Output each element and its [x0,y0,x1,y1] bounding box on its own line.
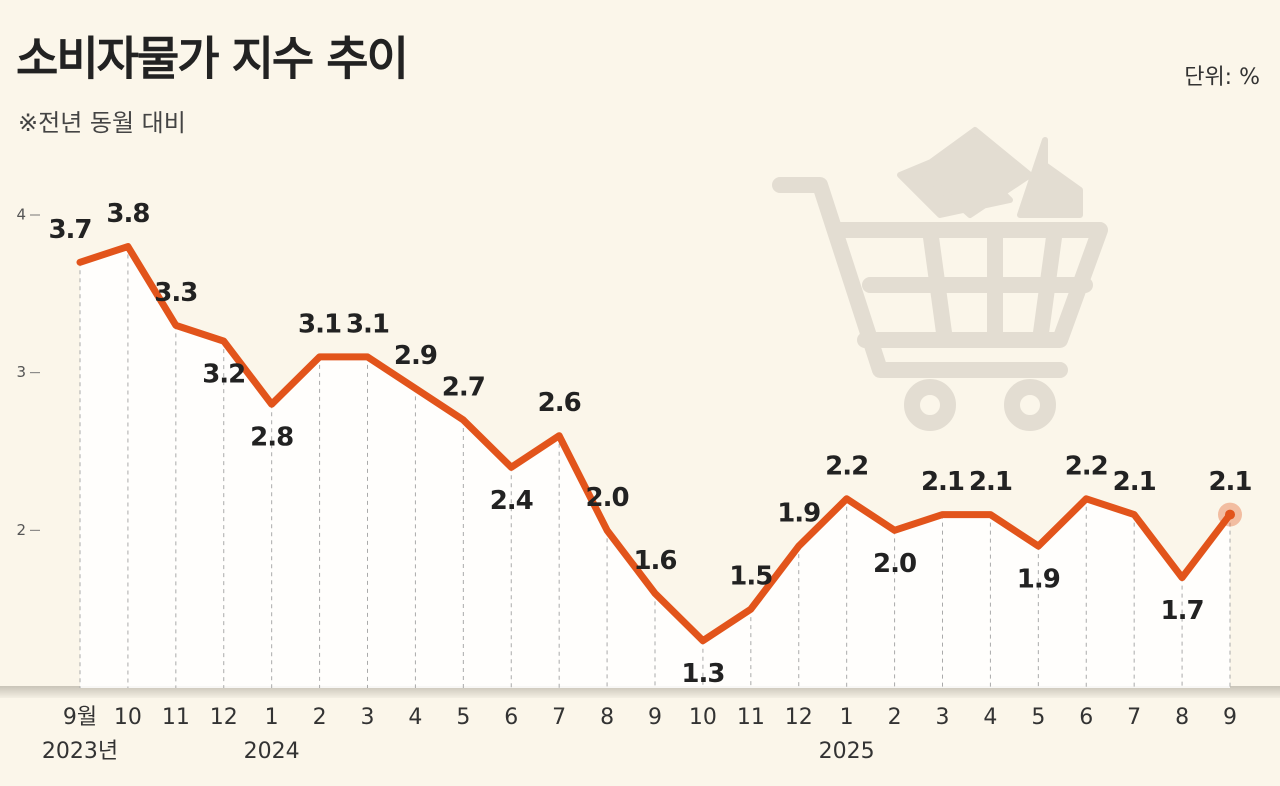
point [1225,509,1235,520]
data-label: 3.3 [154,278,197,308]
x-tick-label: 2 [888,705,902,730]
x-group-label: 2024 [244,739,300,764]
data-label: 1.5 [729,562,772,592]
data-label: 2.8 [250,423,293,453]
x-tick-label: 11 [737,705,765,730]
unit-label: 단위: % [1184,65,1260,90]
data-label: 2.2 [1065,451,1108,481]
x-tick-label: 6 [504,705,518,730]
data-label: 1.7 [1161,596,1204,626]
data-label: 3.7 [48,215,91,245]
line [76,243,1234,645]
x-tick-label: 11 [162,705,190,730]
x-tick-label: 5 [456,705,470,730]
data-label: 3.2 [202,360,245,390]
x-tick-label: 8 [1175,705,1189,730]
x-tick-label: 12 [785,705,813,730]
x-group-label: 2025 [819,739,875,764]
x-tick-label: 7 [552,705,566,730]
x-tick-label: 10 [689,705,717,730]
x-group-label: 2023년 [42,739,118,764]
data-label: 2.1 [1113,467,1156,497]
data-label: 2.1 [921,467,964,497]
x-tick-label: 12 [210,705,238,730]
x-tick-label: 3 [361,705,375,730]
y-tick-label: 2 [16,521,26,539]
data-label: 2.0 [873,549,916,579]
y-tick-label: 3 [16,363,26,381]
data-label: 2.1 [969,467,1012,497]
x-tick-label: 3 [936,705,950,730]
chart-subtitle: ※전년 동월 대비 [18,109,186,137]
data-label: 2.6 [538,388,581,418]
data-label: 2.2 [825,451,868,481]
data-label: 3.8 [106,199,149,229]
x-tick-label: 6 [1079,705,1093,730]
y-tick-label: 4 [16,206,26,224]
x-tick-label: 8 [600,705,614,730]
baseline-band [0,686,1280,698]
data-label: 2.0 [586,483,629,513]
x-tick-label: 5 [1031,705,1045,730]
data-label: 3.1 [346,309,389,339]
data-label: 2.7 [442,372,485,402]
data-label: 1.6 [633,546,676,576]
data-label: 2.4 [490,486,533,516]
x-tick-label: 4 [408,705,422,730]
data-label: 2.1 [1208,467,1251,497]
data-label: 2.9 [394,341,437,371]
cart-icon [772,127,1108,431]
data-label: 1.9 [777,499,820,529]
area [80,246,1230,689]
data-label: 3.1 [298,309,341,339]
x-tick-label: 10 [114,705,142,730]
chart-title: 소비자물가 지수 추이 [16,32,407,86]
x-tick-label: 7 [1127,705,1141,730]
x-tick-label: 1 [265,705,279,730]
x-tick-label: 9월 [63,705,97,730]
x-tick-label: 9 [1223,705,1237,730]
x-tick-label: 4 [983,705,997,730]
x-tick-label: 1 [840,705,854,730]
data-label: 1.9 [1017,565,1060,595]
x-tick-label: 9 [648,705,662,730]
x-tick-label: 2 [313,705,327,730]
data-label: 1.3 [681,659,724,689]
